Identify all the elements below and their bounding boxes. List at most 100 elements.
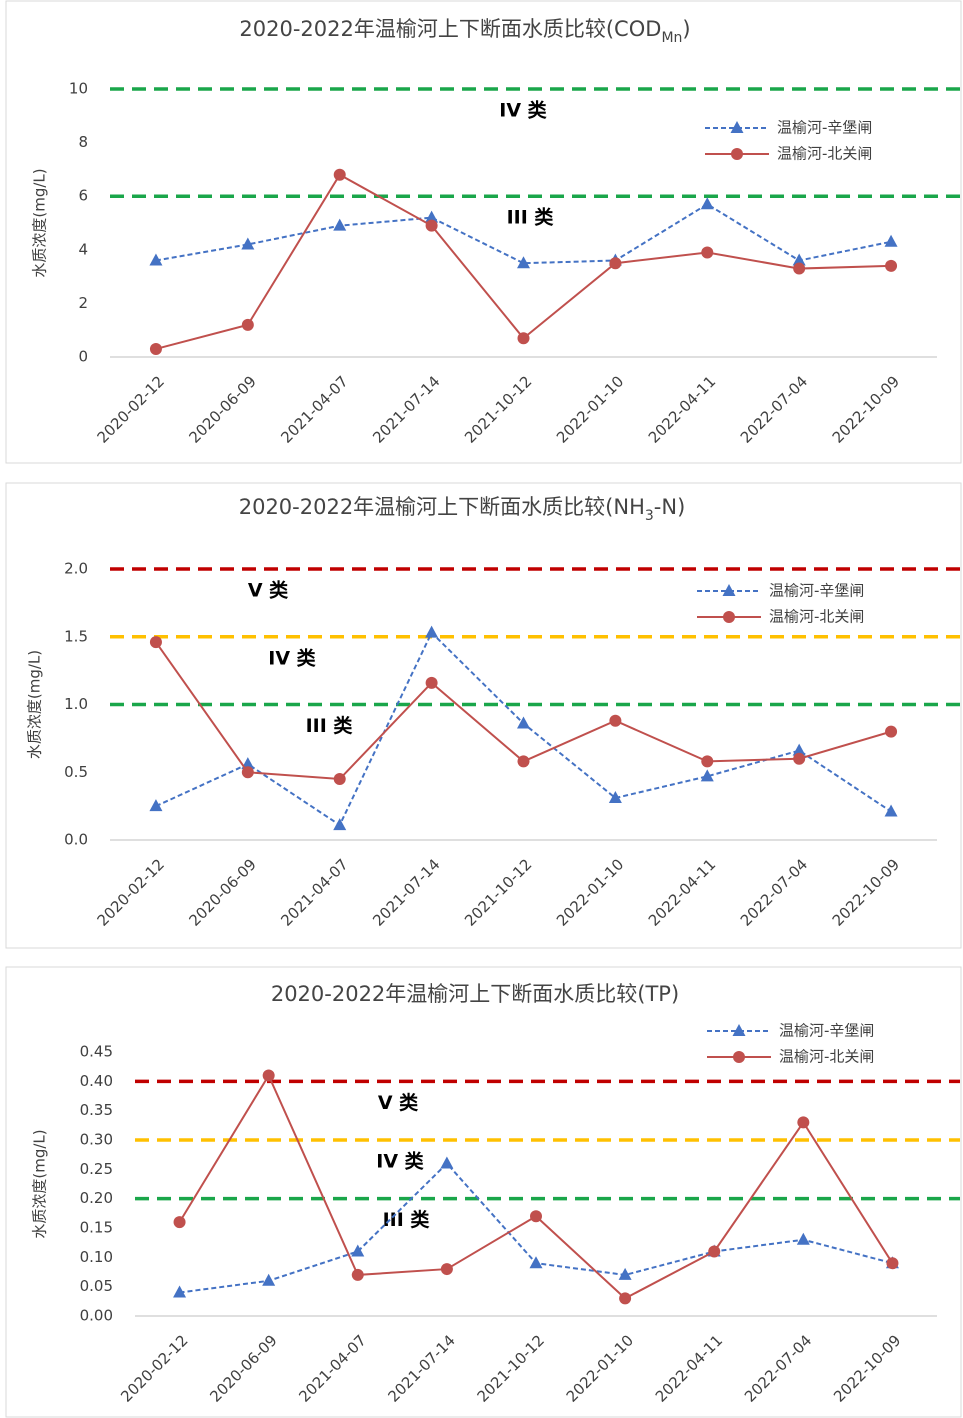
series-line [179, 1162, 893, 1294]
marker [333, 168, 346, 181]
marker [708, 1245, 721, 1258]
marker [241, 237, 255, 250]
y-axis-label: 水质浓度(mg/L) [26, 650, 44, 759]
x-tick-label: 2021-10-12 [461, 372, 535, 446]
marker [517, 755, 530, 768]
y-tick-label: 1.0 [64, 695, 88, 713]
x-tick-label: 2022-01-10 [553, 855, 627, 929]
y-tick-label: 0.0 [64, 831, 88, 849]
x-tick-label: 2020-02-12 [94, 855, 168, 929]
title-part: 3 [645, 508, 654, 524]
y-tick-label: 0 [78, 348, 88, 366]
x-tick-label: 2021-04-07 [277, 855, 351, 929]
marker [173, 1285, 187, 1298]
marker [701, 246, 714, 259]
marker [619, 1292, 632, 1305]
marker [884, 804, 898, 817]
y-tick-label: 0.5 [64, 763, 88, 781]
reference-label: IV 类 [376, 1150, 423, 1173]
legend-marker [730, 121, 744, 133]
y-tick-label: 0.15 [80, 1219, 113, 1237]
reference-label: IV 类 [268, 646, 315, 669]
panel [5, 0, 962, 464]
marker [440, 1156, 454, 1169]
x-tick-label: 2020-02-12 [117, 1331, 191, 1405]
legend-label: 温榆河-北关闸 [779, 1048, 874, 1066]
y-tick-label: 8 [78, 133, 88, 151]
y-tick-label: 0.35 [80, 1101, 113, 1119]
marker [149, 342, 162, 355]
title-part: ) [682, 17, 690, 41]
panel [5, 482, 962, 949]
legend-marker [732, 1024, 746, 1036]
marker [700, 769, 714, 782]
reference-label: III 类 [306, 714, 353, 737]
y-tick-label: 0.40 [80, 1072, 113, 1090]
series-line [155, 630, 892, 827]
legend-label: 温榆河-辛堡闸 [777, 119, 872, 137]
x-tick-label: 2021-04-07 [295, 1331, 369, 1405]
marker [793, 752, 806, 765]
marker [793, 262, 806, 275]
marker [149, 636, 162, 649]
marker [262, 1069, 275, 1082]
marker [517, 332, 530, 345]
y-tick-label: 0.30 [80, 1131, 113, 1149]
marker [262, 1273, 276, 1286]
x-tick-label: 2022-04-11 [645, 372, 719, 446]
marker [701, 755, 714, 768]
reference-label: IV 类 [499, 99, 546, 122]
y-tick-label: 0.20 [80, 1189, 113, 1207]
y-axis-label: 水质浓度(mg/L) [31, 168, 49, 277]
reference-label: V 类 [248, 579, 288, 602]
title-part: 2020-2022年温榆河上下断面水质比较(COD [239, 17, 661, 41]
marker [241, 318, 254, 331]
y-tick-label: 0.25 [80, 1160, 113, 1178]
x-tick-label: 2021-10-12 [461, 855, 535, 929]
x-tick-label: 2021-07-14 [385, 1331, 459, 1405]
marker [149, 253, 163, 266]
y-tick-label: 0.45 [80, 1043, 113, 1061]
marker [351, 1268, 364, 1281]
y-tick-label: 4 [78, 240, 88, 258]
marker [333, 218, 347, 231]
marker [885, 725, 898, 738]
title-part: 2020-2022年温榆河上下断面水质比较(NH [239, 495, 645, 519]
y-axis-label: 水质浓度(mg/L) [31, 1129, 49, 1238]
marker [796, 1232, 810, 1245]
y-tick-label: 6 [78, 187, 88, 205]
marker [517, 256, 530, 269]
marker [609, 714, 622, 727]
marker [609, 257, 622, 270]
marker [425, 625, 439, 638]
series-line [155, 203, 892, 265]
marker [792, 253, 806, 266]
marker [530, 1210, 542, 1223]
x-tick-label: 2020-02-12 [94, 372, 168, 446]
x-tick-label: 2022-07-04 [741, 1331, 815, 1405]
marker [173, 1216, 186, 1229]
marker [425, 676, 438, 689]
legend-label: 温榆河-北关闸 [769, 608, 864, 626]
x-tick-label: 2022-04-11 [645, 855, 719, 929]
y-tick-label: 2 [78, 294, 88, 312]
marker [618, 1267, 632, 1280]
x-tick-label: 2022-07-04 [737, 855, 811, 929]
title-part: -N) [654, 495, 685, 519]
legend-marker [733, 1051, 745, 1063]
y-tick-label: 1.5 [64, 627, 88, 645]
x-tick-label: 2022-10-09 [830, 1331, 904, 1405]
marker [792, 743, 806, 756]
y-tick-label: 0.00 [80, 1307, 113, 1325]
marker [700, 197, 714, 210]
y-tick-label: 0.05 [80, 1277, 113, 1295]
legend-label: 温榆河-北关闸 [777, 145, 872, 163]
marker [884, 234, 898, 247]
x-tick-label: 2021-10-12 [474, 1331, 548, 1405]
legend-marker [731, 148, 743, 160]
reference-label: III 类 [383, 1208, 430, 1231]
marker [241, 766, 254, 779]
marker [425, 219, 438, 232]
x-tick-label: 2020-06-09 [185, 372, 259, 446]
x-tick-label: 2022-10-09 [829, 372, 903, 446]
